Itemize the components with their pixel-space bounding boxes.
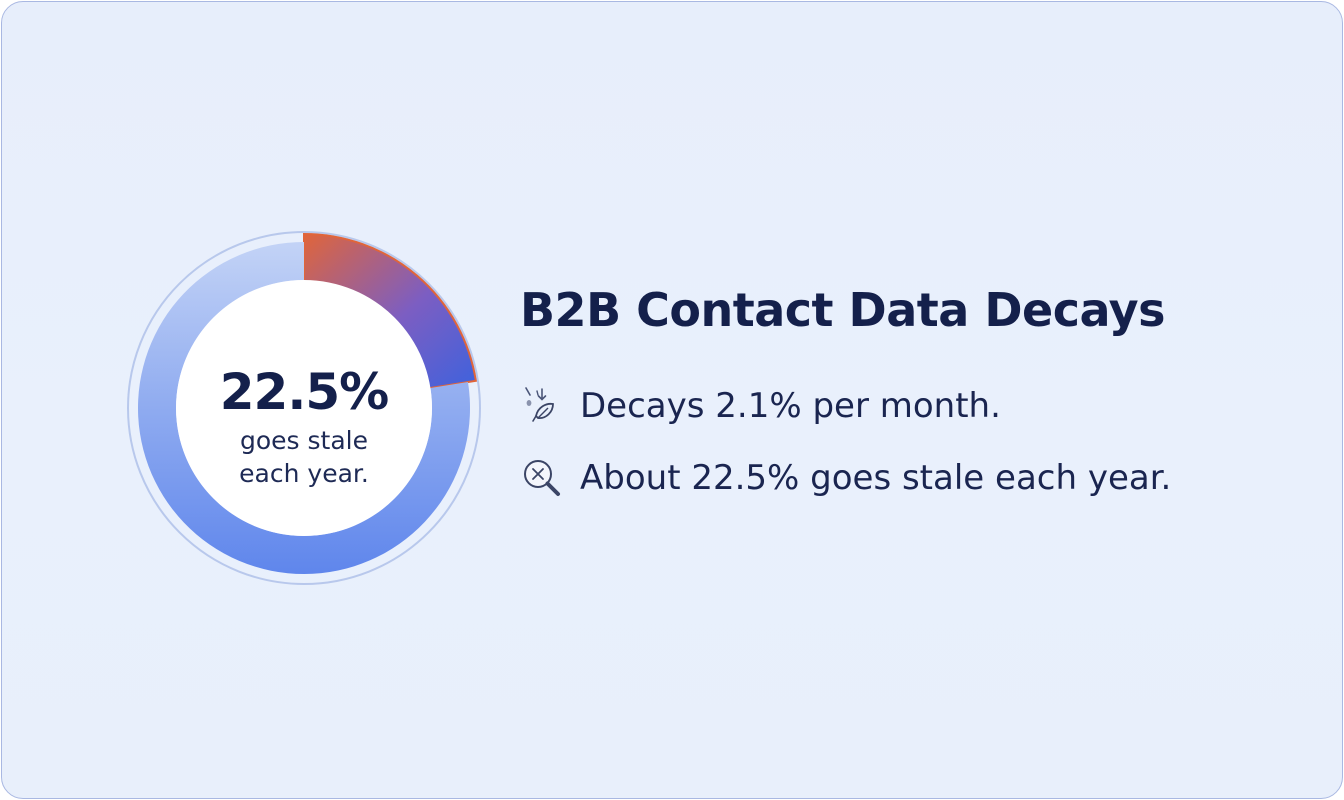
- magnifier-x-icon: [518, 454, 566, 502]
- donut-center-caption: goes stale each year.: [239, 426, 369, 488]
- donut-center: 22.5% goes stale each year.: [192, 362, 416, 490]
- donut-hole: [176, 280, 432, 536]
- falling-leaf-icon: [518, 382, 566, 430]
- bullet-item: About 22.5% goes stale each year.: [518, 454, 1171, 502]
- bullet-item: Decays 2.1% per month.: [518, 382, 1001, 430]
- donut-outer-halo: [127, 231, 481, 585]
- donut-svg: [127, 231, 481, 585]
- donut-chart: 22.5% goes stale each year.: [122, 226, 486, 590]
- bullet-text: About 22.5% goes stale each year.: [580, 458, 1172, 498]
- card-title: B2B Contact Data Decays: [520, 283, 1165, 337]
- donut-center-value: 22.5%: [219, 363, 389, 421]
- bullet-text: Decays 2.1% per month.: [580, 386, 1001, 426]
